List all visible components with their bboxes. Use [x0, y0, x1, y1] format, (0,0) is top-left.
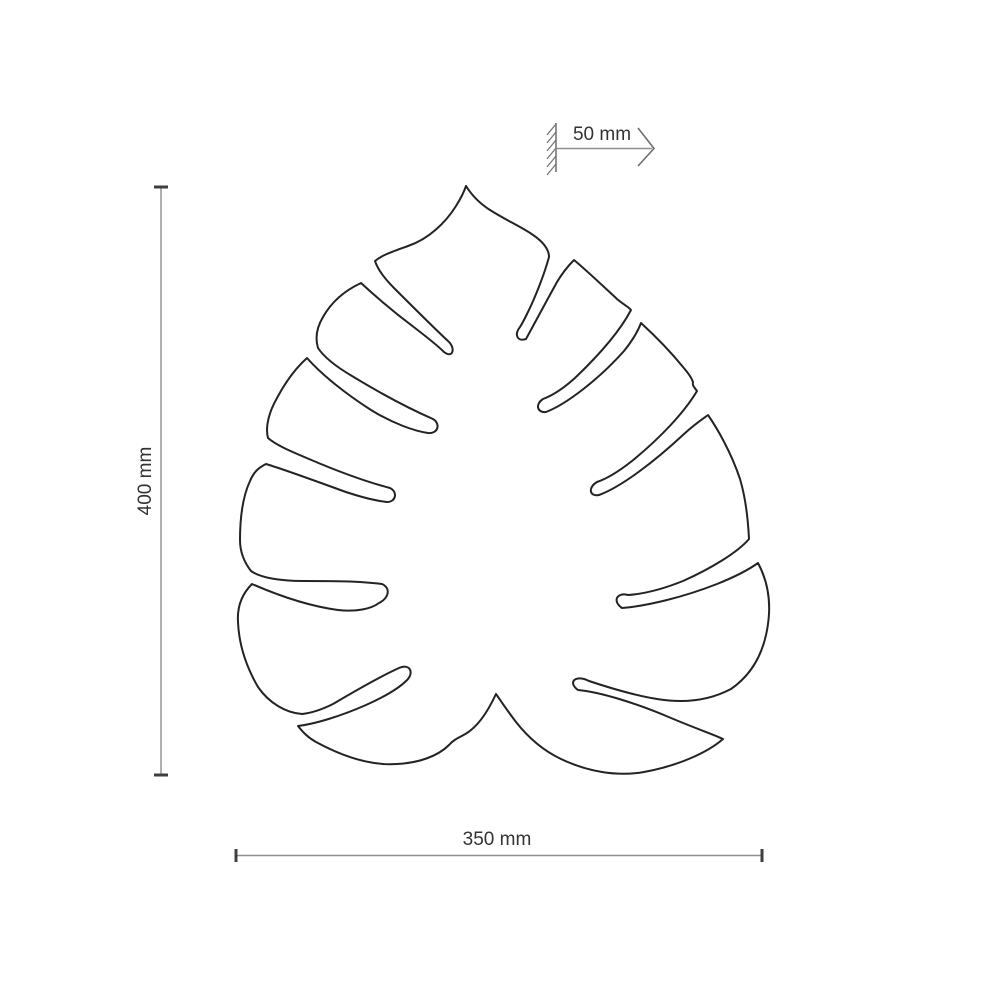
- height-dimension-label: 400 mm: [135, 447, 156, 516]
- wall-hatch-icon: [546, 123, 557, 176]
- width-dimension: 350 mm: [234, 829, 764, 862]
- depth-dimension-label: 50 mm: [573, 124, 631, 145]
- depth-dimension: 50 mm: [546, 123, 656, 176]
- height-dimension: 400 mm: [135, 185, 168, 777]
- width-dimension-label: 350 mm: [463, 829, 532, 850]
- monstera-leaf-outline: [236, 185, 771, 775]
- depth-arrow-icon: [557, 127, 656, 167]
